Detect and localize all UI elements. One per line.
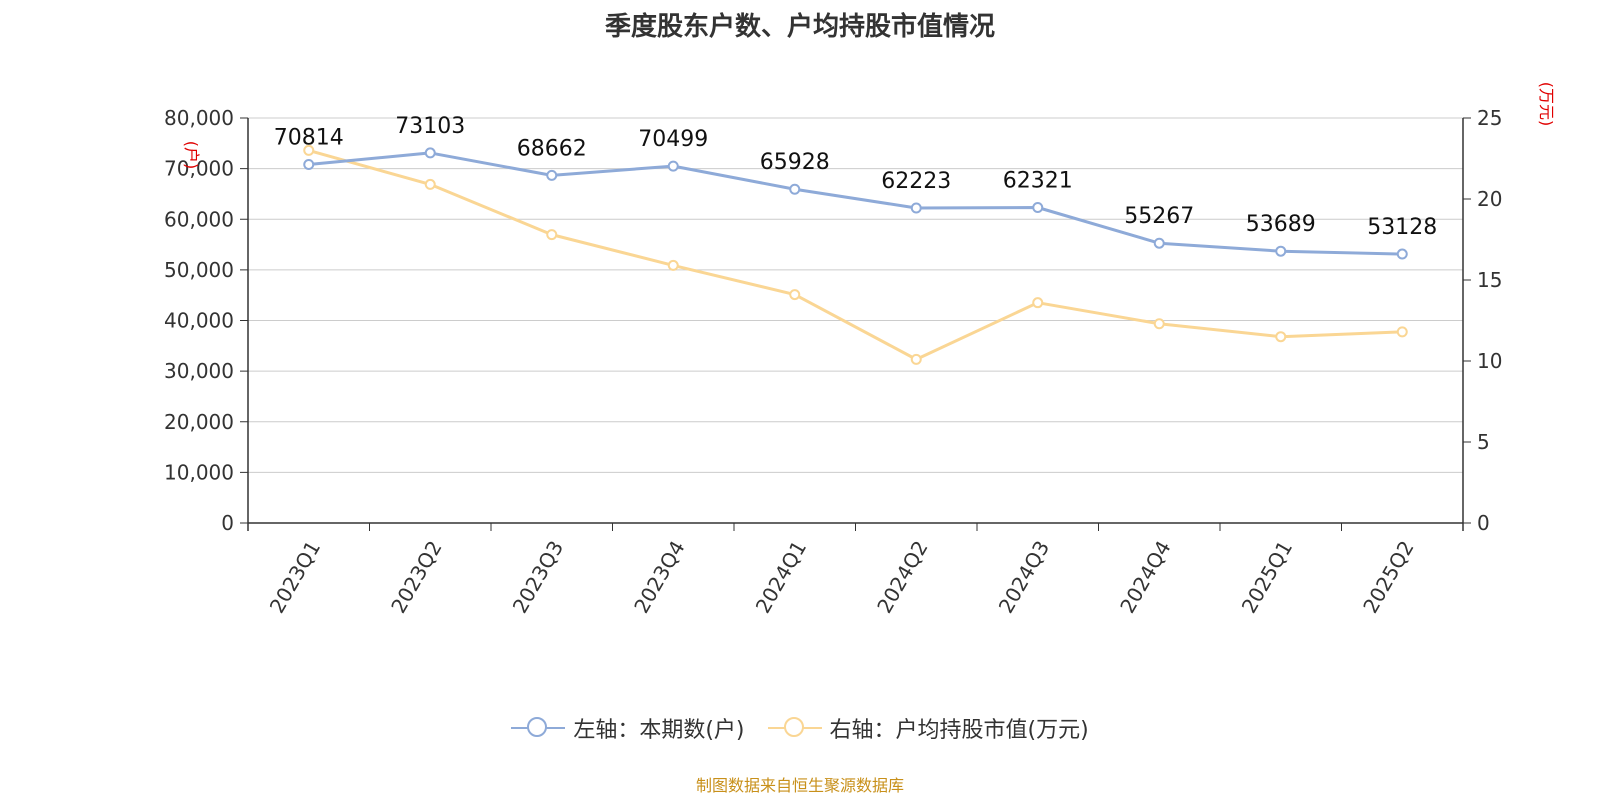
left-axis-tick-label: 40,000 xyxy=(164,309,234,333)
right-axis-tick-label: 20 xyxy=(1477,187,1502,211)
right-axis-tick-label: 10 xyxy=(1477,349,1502,373)
x-axis-tick-label: 2024Q3 xyxy=(994,537,1054,618)
x-axis-tick-label: 2024Q1 xyxy=(751,537,811,618)
series-point-1 xyxy=(303,144,315,156)
series-point-0 xyxy=(1032,201,1044,213)
series-point-0 xyxy=(1275,245,1287,257)
right-axis-tick-label: 15 xyxy=(1477,268,1502,292)
legend-item-avg-value[interactable]: 右轴：户均持股市值(万元) xyxy=(767,712,1089,744)
series-point-0 xyxy=(910,202,922,214)
series-point-1 xyxy=(789,289,801,301)
legend-marker-avg-value xyxy=(767,716,822,740)
right-axis-tick-label: 0 xyxy=(1477,511,1490,535)
data-label: 68662 xyxy=(517,136,587,161)
legend: 左轴：本期数(户) 右轴：户均持股市值(万元) xyxy=(0,712,1600,746)
chart-canvas: 0 10,000 20,000 30,000 40,000 50,000 60,000 70,… xyxy=(164,82,1556,618)
series-point-0 xyxy=(303,159,315,171)
series-point-1 xyxy=(910,353,922,365)
left-axis-tick-label: 70,000 xyxy=(164,157,234,181)
left-axis-tick-label: 60,000 xyxy=(164,207,234,231)
data-label: 53689 xyxy=(1246,212,1316,237)
series-point-1 xyxy=(1396,326,1408,338)
data-label: 62321 xyxy=(1003,168,1073,193)
data-label: 62223 xyxy=(881,169,951,194)
legend-item-households[interactable]: 左轴：本期数(户) xyxy=(511,712,745,744)
x-axis-tick-label: 2025Q2 xyxy=(1358,537,1418,618)
series-point-1 xyxy=(546,229,558,241)
legend-label-avg-value: 右轴：户均持股市值(万元) xyxy=(829,718,1089,743)
right-axis-tick-label: 25 xyxy=(1477,106,1502,130)
series-point-0 xyxy=(1153,237,1165,249)
x-axis-tick-label: 2023Q4 xyxy=(629,537,689,618)
left-axis-tick-label: 80,000 xyxy=(164,106,234,130)
data-label: 65928 xyxy=(760,150,830,175)
data-label: 70499 xyxy=(638,127,708,152)
right-axis-unit: (万元) xyxy=(1537,82,1556,127)
series-point-0 xyxy=(789,183,801,195)
left-axis-tick-label: 50,000 xyxy=(164,258,234,282)
left-axis-tick-label: 0 xyxy=(221,511,234,535)
series-line-1 xyxy=(308,148,1403,361)
legend-label-households: 左轴：本期数(户) xyxy=(573,718,745,743)
data-label: 73103 xyxy=(395,114,465,139)
series-point-1 xyxy=(424,178,436,190)
series-point-0 xyxy=(1396,248,1408,260)
x-axis-tick-label: 2024Q2 xyxy=(872,537,932,618)
left-axis-tick-label: 30,000 xyxy=(164,359,234,383)
data-label: 70814 xyxy=(274,126,344,151)
data-source-note: 制图数据来自恒生聚源数据库 xyxy=(695,776,904,795)
series-point-1 xyxy=(1032,297,1044,309)
right-axis-tick-label: 5 xyxy=(1477,430,1490,454)
series-line-0 xyxy=(308,151,1403,256)
x-axis-tick-label: 2023Q3 xyxy=(508,537,568,618)
x-axis-tick-label: 2023Q1 xyxy=(265,537,325,618)
x-axis-tick-label: 2024Q4 xyxy=(1115,537,1175,618)
x-axis-tick-label: 2025Q1 xyxy=(1237,537,1297,618)
data-label: 55267 xyxy=(1124,204,1194,229)
left-axis-tick-label: 20,000 xyxy=(164,410,234,434)
series-point-1 xyxy=(1153,318,1165,330)
left-axis-unit: (户) xyxy=(182,141,201,170)
series-point-0 xyxy=(424,147,436,159)
data-label: 53128 xyxy=(1367,215,1437,240)
series-point-0 xyxy=(546,169,558,181)
x-axis-tick-label: 2023Q2 xyxy=(386,537,446,618)
series-point-1 xyxy=(667,259,679,271)
series-point-0 xyxy=(667,160,679,172)
left-axis-tick-label: 10,000 xyxy=(164,460,234,484)
series-point-1 xyxy=(1275,331,1287,343)
chart-title: 季度股东户数、户均持股市值情况 xyxy=(604,12,995,42)
legend-marker-households xyxy=(511,716,566,740)
